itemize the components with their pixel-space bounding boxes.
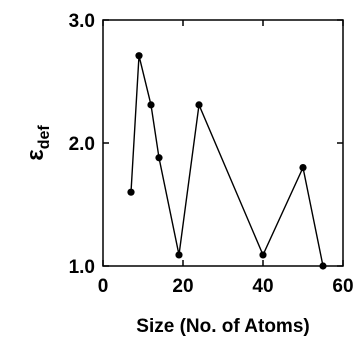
y-tick-label: 2.0 [69, 134, 95, 155]
y-axis-title-main: ε [22, 149, 49, 160]
x-axis-ticks: 0 20 40 60 [98, 20, 354, 297]
y-tick-label: 1.0 [69, 257, 95, 278]
x-tick-label: 40 [252, 276, 273, 297]
x-axis-title: Size (No. of Atoms) [136, 316, 309, 337]
data-point [127, 188, 135, 196]
y-axis-ticks: 1.0 2.0 3.0 [69, 11, 343, 278]
y-axis-title-sub: def [36, 125, 53, 150]
x-tick-label: 20 [172, 276, 193, 297]
data-point [299, 164, 307, 172]
svg-text:εdef: εdef [22, 125, 53, 161]
data-point [195, 101, 203, 109]
data-point [155, 154, 163, 162]
data-point [319, 262, 327, 270]
y-tick-label: 3.0 [69, 11, 95, 32]
x-tick-label: 60 [332, 276, 353, 297]
series-layer [127, 52, 327, 270]
y-axis-title: εdef [22, 125, 53, 161]
data-point [259, 251, 267, 259]
data-point [147, 101, 155, 109]
data-point [175, 251, 183, 259]
x-tick-label: 0 [98, 276, 109, 297]
data-point [135, 52, 143, 60]
